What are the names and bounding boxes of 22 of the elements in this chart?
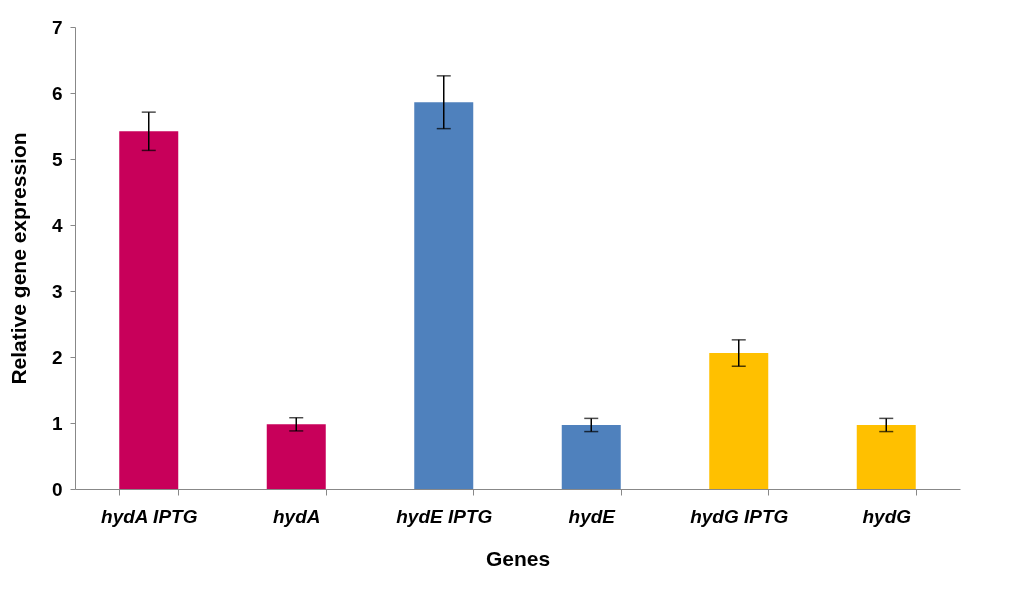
x-axis-title: Genes	[485, 546, 551, 570]
bar	[561, 424, 621, 489]
y-tick-label: 5	[51, 148, 63, 170]
y-tick-label: 3	[51, 280, 63, 302]
x-tick-label: hydA IPTG	[101, 505, 198, 527]
bar	[266, 424, 326, 489]
y-tick-label: 2	[51, 346, 63, 368]
y-axis-title: Relative gene expression	[6, 132, 30, 385]
y-tick-label: 7	[51, 16, 63, 38]
bar	[709, 353, 769, 489]
bar	[414, 102, 474, 489]
x-tick-label: hydE	[568, 505, 617, 527]
y-tick-label: 1	[51, 412, 63, 434]
y-tick-label: 6	[51, 82, 63, 104]
bar	[119, 131, 179, 489]
y-tick-label: 0	[51, 478, 63, 500]
y-tick-label: 4	[51, 214, 63, 236]
x-tick-label: hydG	[862, 505, 912, 527]
x-tick-label: hydE IPTG	[396, 505, 493, 527]
x-tick-label: hydA	[273, 505, 321, 527]
x-tick-label: hydG IPTG	[690, 505, 789, 527]
bar	[856, 424, 916, 489]
